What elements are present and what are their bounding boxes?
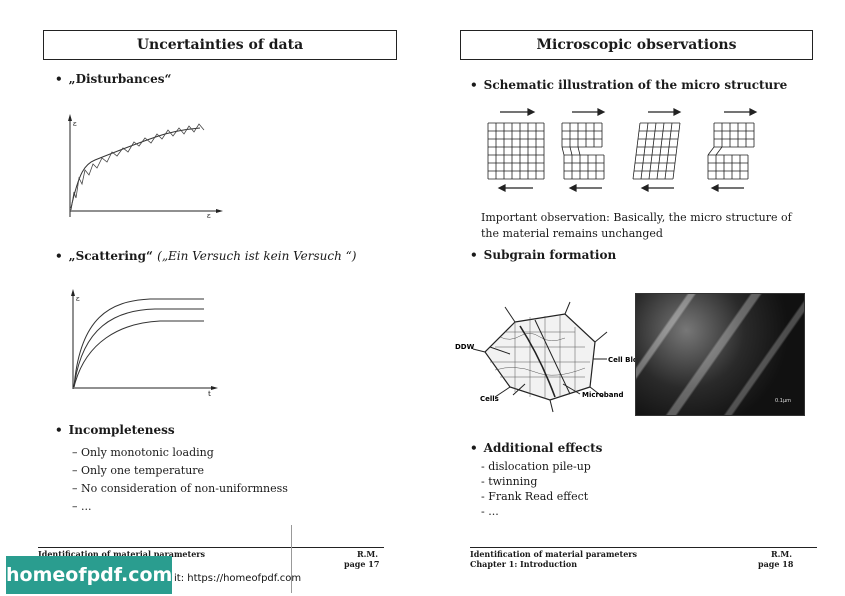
subgrain-diagram: DDW Cell Block Cells Microband [455,301,647,413]
left-page: Uncertainties of data • „Disturbances“ ε … [0,0,420,596]
right-footer-page: page 18 [758,559,794,569]
ddw-label: DDW [455,343,475,351]
disturbances-label: „Disturbances“ [68,72,172,86]
lattice-sheared-3 [707,122,755,180]
scattering-quote: („Ein Versuch ist kein Versuch “) [157,249,357,263]
bullet-icon: • [55,423,63,437]
bullet-icon: • [470,248,478,262]
scattering-plot: ε t [71,289,218,398]
left-page-title: Uncertainties of data [43,30,397,60]
shear-arrows [497,108,758,192]
bullet-icon: • [55,249,63,263]
scattering-y-axis-label: ε [76,295,80,303]
left-footer-rule [38,547,384,548]
bullet-icon: • [470,441,478,455]
incompleteness-item: – ... [72,500,92,513]
brand-banner[interactable]: homeofpdf.com [6,556,172,594]
lattice-sheared-2 [632,122,681,180]
lattice-sheared-1 [561,122,605,180]
scattering-heading: • „Scattering“ („Ein Versuch ist kein Ver… [55,249,357,263]
right-page: Microscopic observations • Schematic illu… [420,0,845,596]
lattice-undeformed [487,122,545,180]
scattering-label: „Scattering“ [68,249,153,263]
incompleteness-label: Incompleteness [68,423,175,437]
observation-text: Important observation: Basically, the mi… [481,211,792,240]
micrograph-image [635,293,805,416]
additional-heading: • Additional effects [470,441,602,455]
cells-label: Cells [480,395,499,403]
scan-line [291,525,292,593]
scattering-x-axis-label: t [208,390,211,398]
micrograph-caption: 0.1μm [775,398,792,404]
left-footer-author: R.M. [357,549,379,559]
incompleteness-heading: • Incompleteness [55,423,175,437]
disturbances-plot: ε ε [68,114,223,220]
schematic-label: Schematic illustration of the micro stru… [483,78,788,92]
brand-url-text[interactable]: it: https://homeofpdf.com [174,573,302,584]
right-page-title: Microscopic observations [460,30,813,60]
additional-item: - twinning [481,475,538,488]
incompleteness-item: – Only one temperature [72,464,205,477]
right-footer-title: Identification of material parameters [470,549,638,559]
additional-item: - ... [481,505,499,518]
left-footer-title: Identification of material parameters [38,549,206,559]
additional-item: - dislocation pile-up [481,460,591,473]
additional-item: - Frank Read effect [481,490,589,503]
schematic-heading: • Schematic illustration of the micro str… [470,78,787,92]
cell-block-label: Cell Block [608,356,647,364]
lattice-schematic [487,108,758,192]
disturbances-x-axis-label: ε [207,212,211,220]
bullet-icon: • [55,72,63,86]
left-footer-page: page 17 [344,559,380,569]
subgrain-heading: • Subgrain formation [470,248,616,262]
right-footer-rule [470,547,817,548]
disturbances-y-axis-label: ε [73,120,77,128]
bullet-icon: • [470,78,478,92]
subgrain-label: Subgrain formation [483,248,617,262]
right-footer-chapter: Chapter 1: Introduction [470,559,578,569]
incompleteness-item: – Only monotonic loading [72,446,214,459]
disturbances-heading: • „Disturbances“ [55,72,171,86]
incompleteness-item: – No consideration of non-uniformness [72,482,288,495]
right-footer-author: R.M. [771,549,793,559]
additional-label: Additional effects [483,441,603,455]
microband-label: Microband [582,391,624,399]
